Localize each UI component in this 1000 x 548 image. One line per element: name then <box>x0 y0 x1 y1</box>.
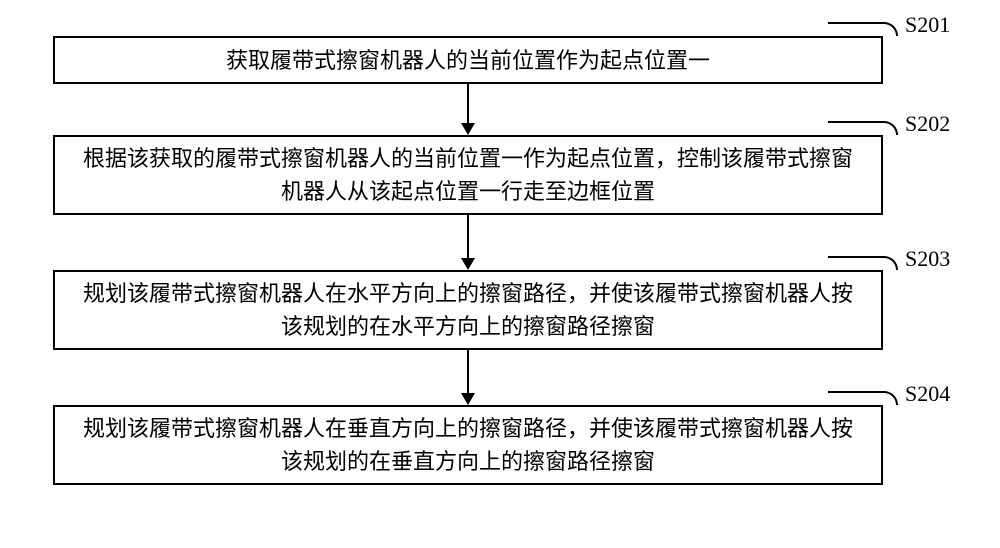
arrow-line-2 <box>467 215 469 258</box>
leader-curve-s201 <box>828 22 898 36</box>
step-box-s202: 根据该获取的履带式擦窗机器人的当前位置一作为起点位置，控制该履带式擦窗机器人从该… <box>53 135 883 215</box>
step-text-s203: 规划该履带式擦窗机器人在水平方向上的擦窗路径，并使该履带式擦窗机器人按该规划的在… <box>75 277 861 343</box>
step-text-s201: 获取履带式擦窗机器人的当前位置作为起点位置一 <box>226 44 710 77</box>
arrow-head-2 <box>461 258 475 270</box>
step-label-s202: S202 <box>905 111 950 137</box>
arrow-line-3 <box>467 350 469 393</box>
arrow-line-1 <box>467 84 469 123</box>
step-label-s203: S203 <box>905 246 950 272</box>
step-text-s204: 规划该履带式擦窗机器人在垂直方向上的擦窗路径，并使该履带式擦窗机器人按该规划的在… <box>75 412 861 478</box>
step-label-s201: S201 <box>905 12 950 38</box>
step-box-s203: 规划该履带式擦窗机器人在水平方向上的擦窗路径，并使该履带式擦窗机器人按该规划的在… <box>53 270 883 350</box>
step-box-s204: 规划该履带式擦窗机器人在垂直方向上的擦窗路径，并使该履带式擦窗机器人按该规划的在… <box>53 405 883 485</box>
leader-curve-s203 <box>828 256 898 270</box>
leader-curve-s204 <box>828 391 898 405</box>
step-text-s202: 根据该获取的履带式擦窗机器人的当前位置一作为起点位置，控制该履带式擦窗机器人从该… <box>75 142 861 208</box>
arrow-head-3 <box>461 393 475 405</box>
leader-curve-s202 <box>828 121 898 135</box>
step-label-s204: S204 <box>905 381 950 407</box>
step-box-s201: 获取履带式擦窗机器人的当前位置作为起点位置一 <box>53 36 883 84</box>
arrow-head-1 <box>461 123 475 135</box>
flowchart-canvas: 获取履带式擦窗机器人的当前位置作为起点位置一 S201 根据该获取的履带式擦窗机… <box>0 0 1000 548</box>
